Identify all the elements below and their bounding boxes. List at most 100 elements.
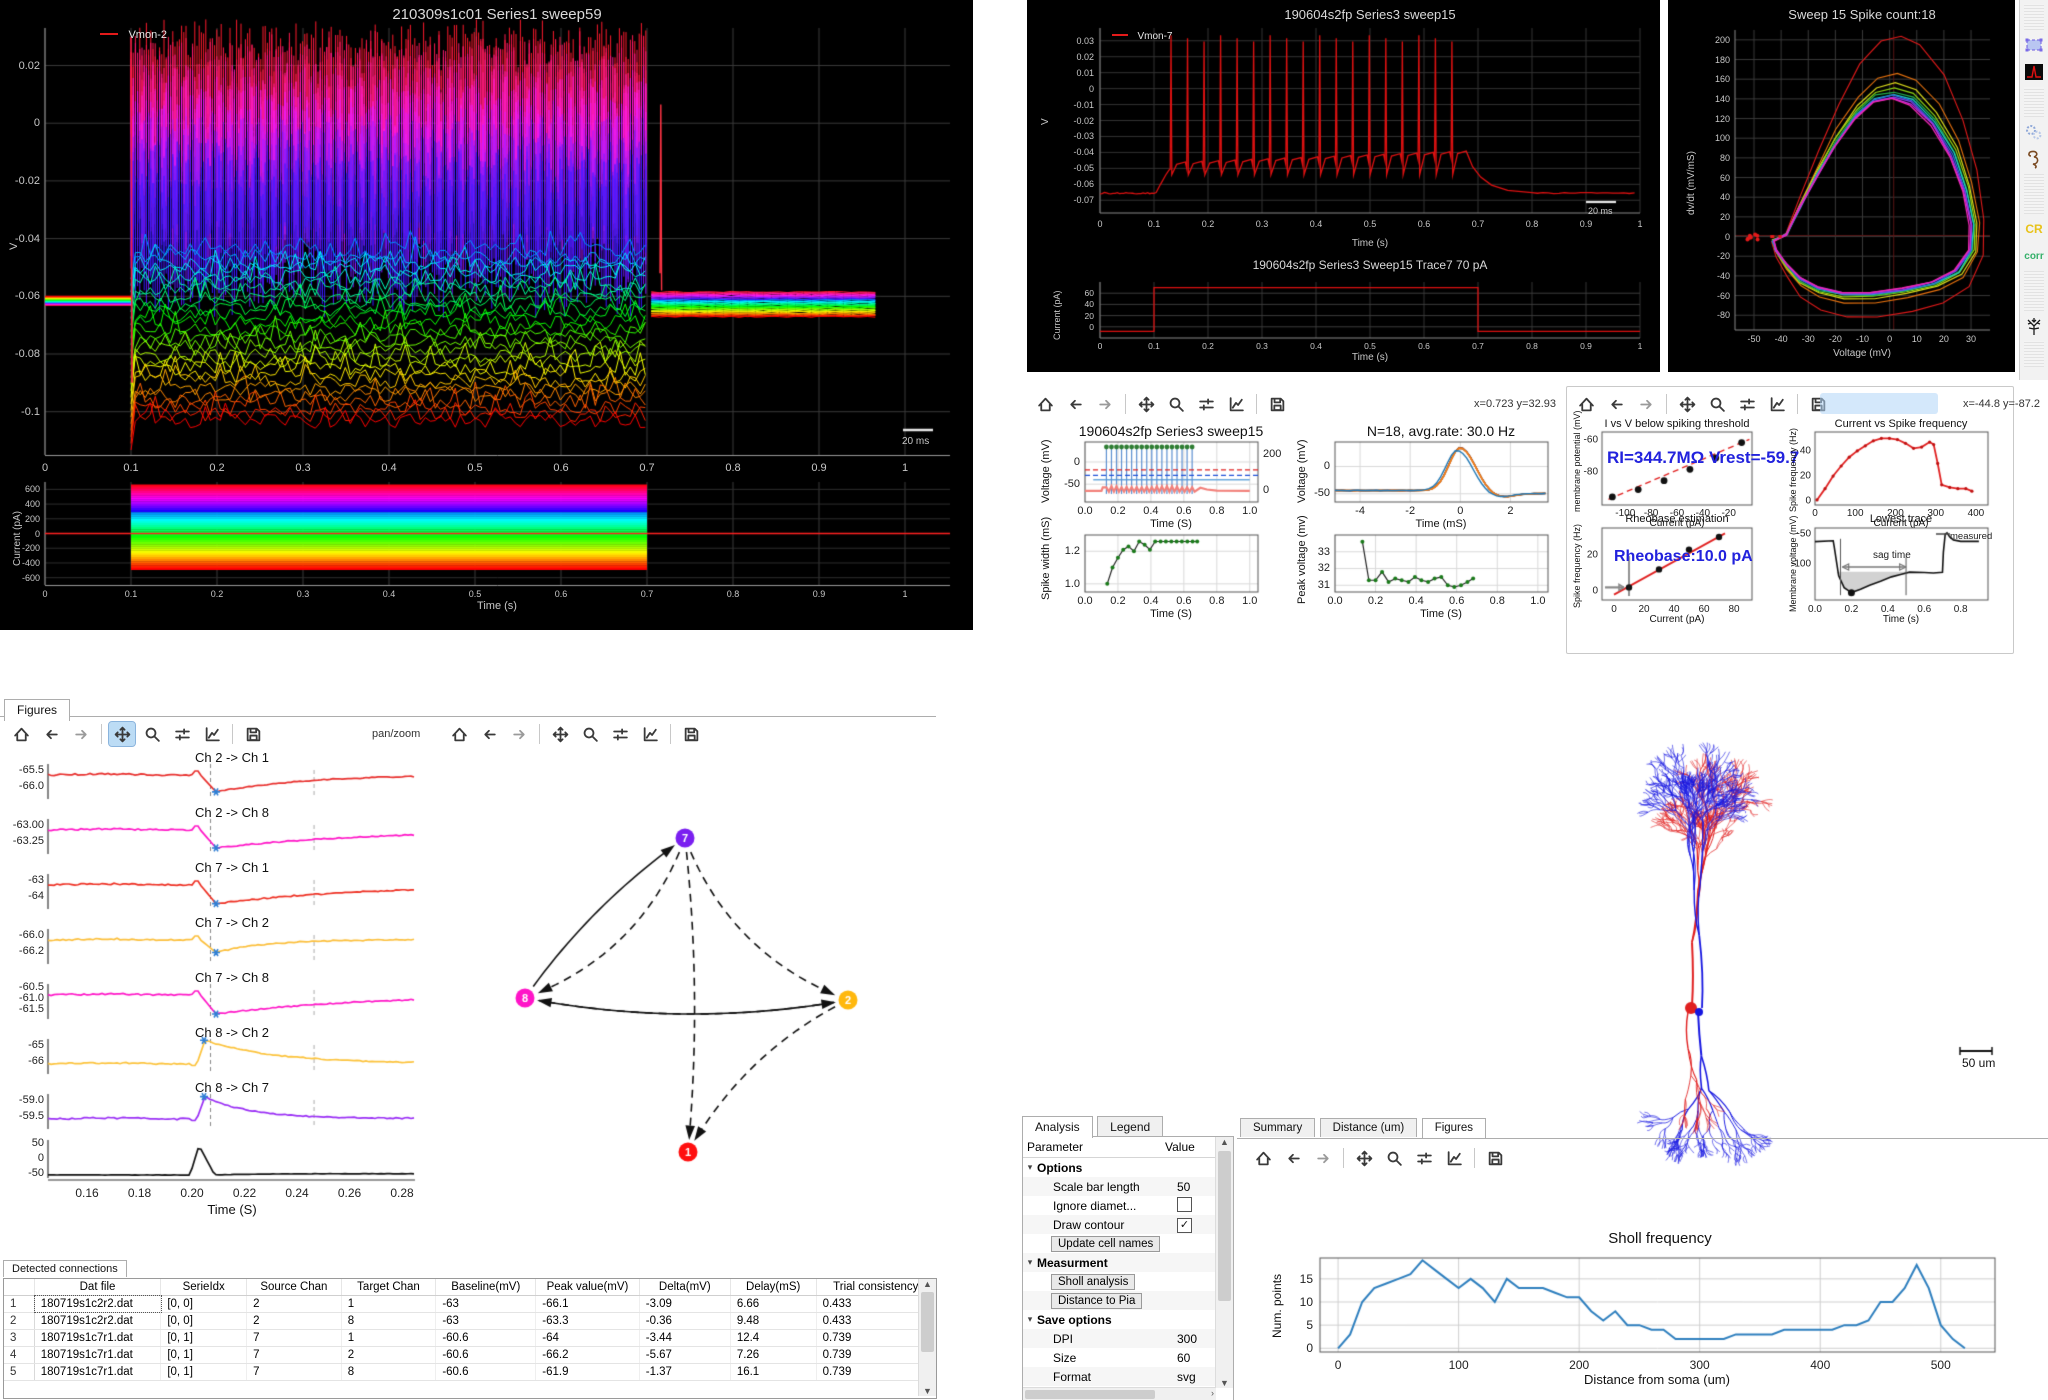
- param-checkbox[interactable]: [1177, 1196, 1192, 1212]
- pan-icon[interactable]: [1674, 392, 1700, 416]
- save-icon[interactable]: [678, 722, 704, 746]
- sliders-icon[interactable]: [607, 722, 633, 746]
- pan-icon[interactable]: [547, 722, 573, 746]
- home-icon[interactable]: [1250, 1146, 1276, 1170]
- forward-icon[interactable]: [1310, 1146, 1336, 1170]
- table-row[interactable]: 1 180719s1c2r2.dat [0, 0] 2 1 -63 -66.1 -3.09 6.…: [4, 1295, 937, 1313]
- back-icon[interactable]: [1603, 392, 1629, 416]
- scroll-up-icon[interactable]: ▲: [1220, 1137, 1229, 1147]
- tab-distance-um[interactable]: Distance (um): [1319, 1118, 1418, 1137]
- home-icon[interactable]: [8, 722, 34, 746]
- chart-icon[interactable]: [199, 722, 225, 746]
- connections-col-header[interactable]: Baseline(mV): [436, 1279, 537, 1295]
- pan-icon[interactable]: [1351, 1146, 1377, 1170]
- zoom-icon[interactable]: [139, 722, 165, 746]
- gears-icon[interactable]: [2022, 120, 2046, 144]
- spike-window-icon[interactable]: [2022, 60, 2046, 84]
- forward-icon[interactable]: [1092, 392, 1118, 416]
- phase-xtick: 10: [1911, 334, 1922, 344]
- select-region-icon[interactable]: [2022, 33, 2046, 57]
- zoom-icon[interactable]: [1163, 392, 1189, 416]
- iv-xtick: -100: [1615, 508, 1636, 519]
- connections-tab[interactable]: Detected connections: [3, 1258, 127, 1277]
- chart-icon[interactable]: [1223, 392, 1249, 416]
- update-cell-names-button[interactable]: Update cell names: [1051, 1235, 1161, 1252]
- connections-col-header[interactable]: SerieIdx: [161, 1279, 248, 1295]
- connections-col-header[interactable]: Dat file: [35, 1279, 162, 1295]
- tab-analysis[interactable]: Analysis: [1022, 1116, 1093, 1138]
- sliders-icon[interactable]: [1734, 392, 1760, 416]
- fi-xtick: 300: [1927, 508, 1945, 519]
- param-value[interactable]: 60: [1177, 1350, 1191, 1365]
- rheo-xtick: 20: [1638, 604, 1650, 615]
- pan-icon[interactable]: [1133, 392, 1159, 416]
- tab-summary[interactable]: Summary: [1240, 1118, 1316, 1137]
- group-expander-icon[interactable]: ▾: [1027, 1162, 1033, 1172]
- pan-icon[interactable]: [108, 721, 136, 747]
- home-icon[interactable]: [1032, 392, 1058, 416]
- peak-xtick: 0.0: [1327, 595, 1343, 607]
- neuron-icon[interactable]: [2022, 314, 2046, 338]
- connections-vscrollbar[interactable]: ▲ ▼: [918, 1279, 936, 1396]
- tr-xtick: 0.7: [1471, 219, 1485, 229]
- width-xtick: 1.0: [1242, 595, 1258, 607]
- tr-figure-panel[interactable]: [1027, 0, 1660, 372]
- home-icon[interactable]: [1573, 392, 1599, 416]
- param-value[interactable]: svg: [1177, 1369, 1196, 1384]
- zoom-icon[interactable]: [1704, 392, 1730, 416]
- back-icon[interactable]: [476, 722, 502, 746]
- zoom-icon[interactable]: [577, 722, 603, 746]
- chart-icon[interactable]: [1764, 392, 1790, 416]
- back-icon[interactable]: [1062, 392, 1088, 416]
- connections-col-header[interactable]: Delta(mV): [640, 1279, 731, 1295]
- group-expander-icon[interactable]: ▾: [1027, 1257, 1033, 1267]
- connections-col-header[interactable]: Peak value(mV): [536, 1279, 640, 1295]
- tab-legend[interactable]: Legend: [1097, 1116, 1164, 1137]
- save-icon[interactable]: [1264, 392, 1290, 416]
- home-icon[interactable]: [446, 722, 472, 746]
- forward-icon[interactable]: [68, 722, 94, 746]
- figures-tab[interactable]: Figures: [4, 698, 71, 721]
- corr-button[interactable]: corr: [2024, 250, 2044, 262]
- distance-to-pia-button[interactable]: Distance to Pia: [1051, 1292, 1143, 1309]
- forward-icon[interactable]: [506, 722, 532, 746]
- params-vscrollbar[interactable]: ▲ ▼: [1215, 1137, 1233, 1388]
- monkey-icon[interactable]: [2022, 147, 2046, 171]
- save-icon[interactable]: [240, 722, 266, 746]
- forward-icon[interactable]: [1633, 392, 1659, 416]
- param-value[interactable]: 300: [1177, 1331, 1198, 1346]
- cr-button[interactable]: CR: [2025, 222, 2043, 236]
- scroll-down-icon[interactable]: ▼: [1220, 1378, 1229, 1388]
- sholl-analysis-button[interactable]: Sholl analysis: [1051, 1273, 1136, 1290]
- sholl-plot-area[interactable]: [1320, 1258, 1995, 1352]
- morphology-view[interactable]: [1250, 690, 2048, 1115]
- param-checkbox[interactable]: ✓: [1177, 1217, 1192, 1233]
- params-hscrollbar[interactable]: ›: [1023, 1387, 1216, 1400]
- back-icon[interactable]: [38, 722, 64, 746]
- chart-icon[interactable]: [637, 722, 663, 746]
- connections-col-header[interactable]: Target Chan: [342, 1279, 437, 1295]
- sliders-icon[interactable]: [1193, 392, 1219, 416]
- table-row[interactable]: 2 180719s1c2r2.dat [0, 0] 2 8 -63 -63.3 -0.36 9.…: [4, 1313, 937, 1330]
- group-expander-icon[interactable]: ▾: [1027, 1314, 1033, 1324]
- rheo-ytick: 20: [1586, 549, 1598, 561]
- chart-icon[interactable]: [1441, 1146, 1467, 1170]
- table-row[interactable]: 4 180719s1c7r1.dat [0, 1] 7 2 -60.6 -66.2 -5.67…: [4, 1347, 937, 1364]
- sliders-icon[interactable]: [169, 722, 195, 746]
- network-diagram-area[interactable]: [430, 750, 960, 1215]
- table-row[interactable]: 5 180719s1c7r1.dat [0, 1] 7 8 -60.6 -61.9 -1.37…: [4, 1364, 937, 1381]
- connections-table[interactable]: Dat file SerieIdx Source Chan Target Chan Ba…: [3, 1278, 937, 1399]
- zoom-icon[interactable]: [1381, 1146, 1407, 1170]
- tl-legend[interactable]: Vmon-2: [100, 25, 167, 43]
- param-row: Ignore diamet...: [1023, 1196, 1233, 1215]
- tr-legend[interactable]: Vmon-7: [1112, 26, 1172, 44]
- tab-figures[interactable]: Figures: [1421, 1118, 1487, 1138]
- back-icon[interactable]: [1280, 1146, 1306, 1170]
- connections-col-header[interactable]: Source Chan: [247, 1279, 342, 1295]
- param-value[interactable]: 50: [1177, 1179, 1191, 1194]
- save-icon[interactable]: [1482, 1146, 1508, 1170]
- sliders-icon[interactable]: [1411, 1146, 1437, 1170]
- connections-col-header[interactable]: Delay(mS): [731, 1279, 817, 1295]
- tl-figure-panel[interactable]: [0, 0, 973, 630]
- table-row[interactable]: 3 180719s1c7r1.dat [0, 1] 7 1 -60.6 -64 -3.44 12…: [4, 1330, 937, 1347]
